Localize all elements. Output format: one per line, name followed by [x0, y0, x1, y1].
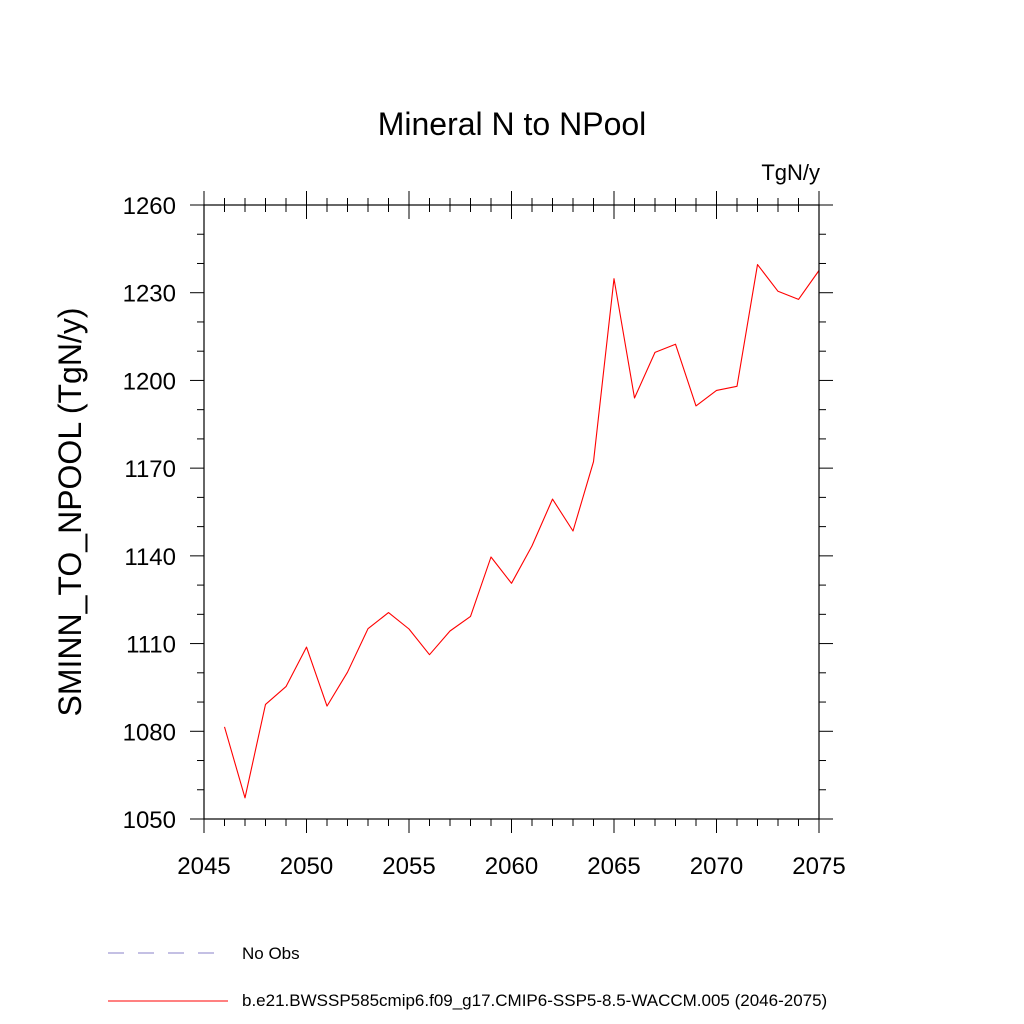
units-label: TgN/y [761, 160, 820, 185]
tick-labels: 2045 2050 2055 2060 2065 2070 2075 1050 1080 1110… [123, 193, 846, 880]
x-tick-label: 2050 [280, 853, 333, 880]
plot-frame [203, 204, 820, 820]
x-tick-label: 2060 [485, 853, 538, 880]
y-tick-label: 1230 [123, 281, 176, 308]
y-tick-label: 1170 [124, 456, 176, 483]
y-tick-label: 1050 [123, 807, 176, 834]
series-layer [223, 264, 820, 799]
legend-label-model: b.e21.BWSSP585cmip6.f09_g17.CMIP6-SSP5-8… [242, 991, 827, 1010]
x-tick-label: 2055 [382, 853, 435, 880]
y-axis-label: SMINN_TO_NPOOL (TgN/y) [52, 308, 88, 717]
x-tick-label: 2045 [177, 853, 230, 880]
y-tick-label: 1200 [123, 368, 176, 395]
legend: No Obs b.e21.BWSSP585cmip6.f09_g17.CMIP6… [108, 944, 827, 1010]
series-line [223, 264, 820, 799]
y-tick-label: 1110 [126, 632, 176, 659]
axis-ticks [190, 191, 833, 833]
y-tick-label: 1140 [124, 544, 176, 571]
x-tick-label: 2075 [792, 853, 845, 880]
legend-label-no-obs: No Obs [242, 944, 300, 963]
x-tick-label: 2070 [690, 853, 743, 880]
x-tick-label: 2065 [587, 853, 640, 880]
chart-title: Mineral N to NPool [378, 106, 647, 142]
y-tick-label: 1080 [123, 719, 176, 746]
y-tick-label: 1260 [123, 193, 176, 220]
